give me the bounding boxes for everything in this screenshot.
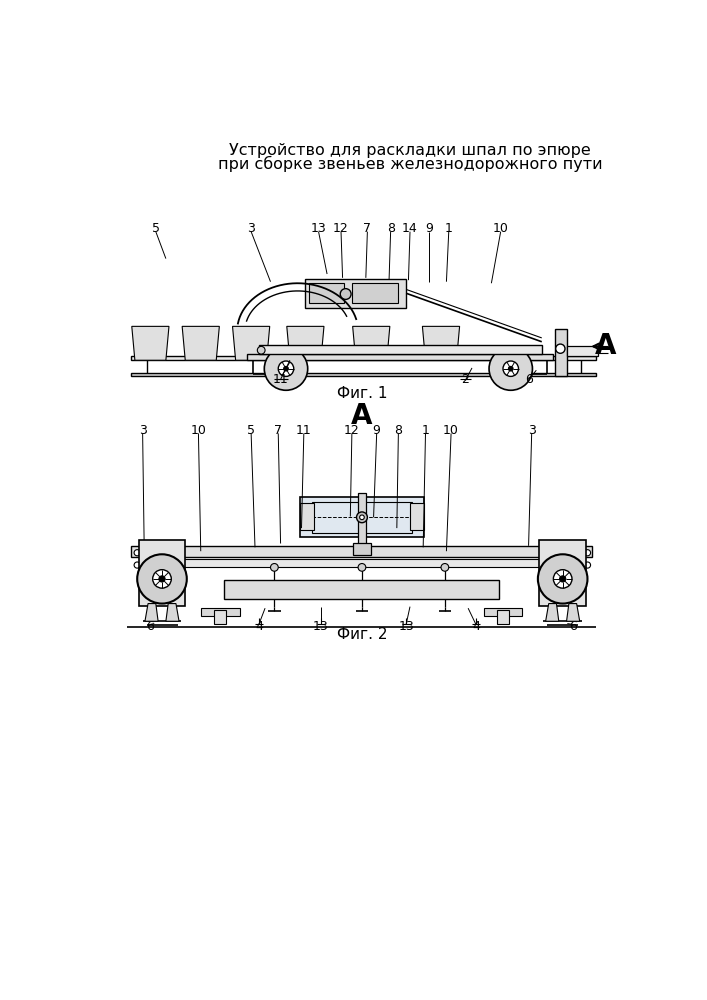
Text: 3: 3 — [139, 424, 146, 437]
Text: 12: 12 — [333, 222, 349, 235]
Circle shape — [271, 564, 279, 571]
Text: 3: 3 — [527, 424, 536, 437]
Text: 2: 2 — [461, 373, 469, 386]
Bar — [139, 540, 185, 606]
Polygon shape — [566, 604, 580, 621]
Text: 4: 4 — [255, 620, 263, 633]
Bar — [309, 283, 344, 303]
Bar — [539, 540, 586, 606]
Circle shape — [360, 515, 364, 520]
Circle shape — [585, 550, 590, 556]
Polygon shape — [132, 326, 169, 360]
Circle shape — [257, 346, 265, 354]
Bar — [201, 608, 240, 616]
Text: 4: 4 — [472, 620, 480, 633]
Circle shape — [585, 562, 590, 568]
Bar — [300, 503, 314, 530]
Polygon shape — [166, 604, 179, 621]
Polygon shape — [422, 326, 460, 360]
Bar — [131, 356, 596, 360]
Bar — [214, 610, 226, 624]
Polygon shape — [233, 326, 270, 360]
Text: 10: 10 — [190, 424, 206, 437]
Bar — [143, 559, 580, 567]
Bar — [131, 373, 596, 376]
Text: 11: 11 — [296, 424, 312, 437]
Circle shape — [340, 289, 351, 299]
Text: при сборке звеньев железнодорожного пути: при сборке звеньев железнодорожного пути — [218, 156, 602, 172]
Text: 6: 6 — [525, 373, 532, 386]
Text: 11: 11 — [273, 373, 288, 386]
Bar — [353, 543, 371, 555]
Text: А: А — [595, 332, 616, 360]
Text: 14: 14 — [402, 222, 418, 235]
Text: 13: 13 — [310, 222, 327, 235]
Circle shape — [159, 576, 165, 582]
Text: 1: 1 — [421, 424, 429, 437]
Text: Устройство для раскладки шпал по эпюре: Устройство для раскладки шпал по эпюре — [229, 143, 591, 158]
Polygon shape — [353, 326, 390, 360]
Circle shape — [508, 366, 513, 371]
Circle shape — [538, 554, 588, 604]
Text: 13: 13 — [398, 620, 414, 633]
Text: Фиг. 1: Фиг. 1 — [337, 386, 387, 401]
Text: 9: 9 — [373, 424, 380, 437]
Circle shape — [503, 361, 518, 376]
Circle shape — [554, 570, 572, 588]
Text: 3: 3 — [247, 222, 255, 235]
Circle shape — [153, 570, 171, 588]
Text: 7: 7 — [363, 222, 371, 235]
Text: 9: 9 — [426, 222, 433, 235]
Text: 10: 10 — [493, 222, 508, 235]
Bar — [131, 546, 592, 557]
Text: 6: 6 — [146, 620, 154, 633]
Circle shape — [441, 564, 449, 571]
Bar — [300, 497, 424, 537]
Circle shape — [556, 344, 565, 353]
Circle shape — [489, 347, 532, 390]
Bar — [259, 345, 542, 354]
Polygon shape — [145, 604, 158, 621]
Text: 10: 10 — [443, 424, 459, 437]
Polygon shape — [182, 326, 219, 360]
Circle shape — [134, 550, 140, 556]
Circle shape — [264, 347, 308, 390]
Bar — [305, 279, 406, 308]
Text: 5: 5 — [152, 222, 160, 235]
Bar — [410, 503, 424, 530]
Bar — [224, 580, 499, 599]
Circle shape — [134, 562, 140, 568]
Circle shape — [279, 361, 293, 376]
Text: Фиг. 2: Фиг. 2 — [337, 627, 387, 642]
Bar — [358, 493, 366, 547]
Circle shape — [137, 554, 187, 604]
Text: 7: 7 — [274, 424, 282, 437]
Bar — [247, 354, 554, 360]
Circle shape — [358, 564, 366, 571]
Text: 12: 12 — [344, 424, 360, 437]
Text: 1: 1 — [445, 222, 452, 235]
Bar — [555, 329, 566, 376]
Text: 8: 8 — [395, 424, 402, 437]
Bar — [567, 346, 598, 356]
Circle shape — [559, 576, 566, 582]
Bar — [352, 283, 398, 303]
Polygon shape — [287, 326, 324, 360]
Bar — [312, 502, 412, 533]
Polygon shape — [546, 604, 559, 621]
Text: 8: 8 — [387, 222, 395, 235]
Bar — [497, 610, 509, 624]
Text: 5: 5 — [247, 424, 255, 437]
Bar — [484, 608, 522, 616]
Text: 6: 6 — [569, 620, 577, 633]
Text: 13: 13 — [313, 620, 329, 633]
Circle shape — [284, 366, 288, 371]
Text: А: А — [351, 402, 373, 430]
Circle shape — [356, 512, 368, 523]
